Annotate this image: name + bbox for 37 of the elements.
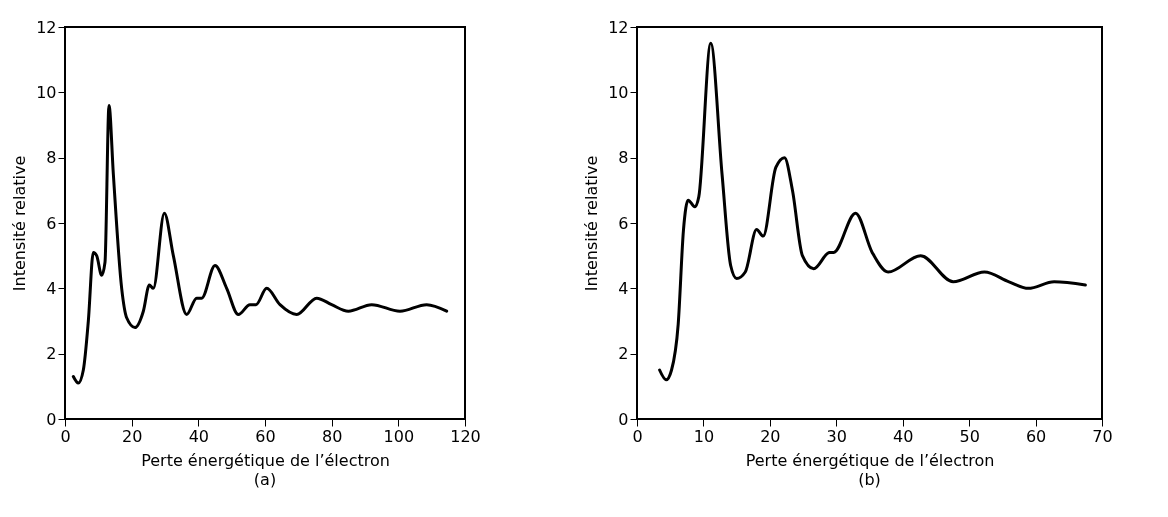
x-tick-label: 60 [1025,426,1047,446]
y-axis-title: Intensité relative [582,155,602,292]
y-tick-label: 12 [608,17,629,37]
text: (a) [253,470,277,489]
y-tick-label: 6 [46,213,57,233]
x-tick-label: 40 [188,426,210,446]
text: (b) [858,470,881,489]
x-tick-label: 10 [693,426,715,446]
y-tick-label: 0 [618,409,629,429]
y-tick-label: 12 [36,17,57,37]
y-tick-label: 10 [36,82,57,102]
y-tick-label: 2 [618,344,629,364]
x-tick-label: 70 [1092,426,1113,446]
y-tick-label: 4 [618,278,629,298]
y-tick-label: 8 [46,148,57,168]
x-tick-label: 100 [383,426,415,446]
y-tick-label: 0 [46,409,57,429]
y-tick-label: 2 [46,344,57,364]
x-tick-label: 30 [826,426,847,446]
x-tick-label: 50 [959,426,980,446]
x-tick-label: 20 [121,426,143,446]
line-series [658,41,1087,382]
x-tick-label: 80 [321,426,343,446]
x-tick-label: 0 [60,426,71,446]
line-series [71,103,449,385]
x-axis-title: Perte énergétique de l’électron [141,450,390,470]
x-tick-label: 0 [632,426,643,446]
x-tick-label: 60 [255,426,276,446]
x-tick-label: 20 [760,426,781,446]
x-tick-label: 40 [893,426,914,446]
y-tick-label: 4 [46,278,57,298]
y-tick-label: 10 [608,82,629,102]
y-axis-title: Intensité relative [10,155,30,292]
y-tick-label: 8 [618,148,629,168]
x-tick-label: 120 [450,426,481,446]
y-tick-label: 6 [618,213,629,233]
x-axis-title: Perte énergétique de l’électron [745,450,995,470]
